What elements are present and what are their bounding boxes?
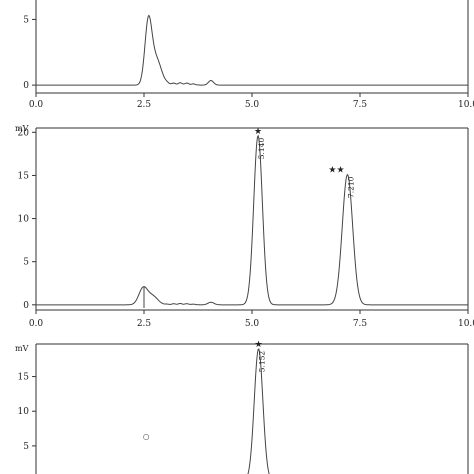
peak-retention-label: 5.140 (257, 138, 266, 160)
x-tick-label: 5.0 (245, 100, 260, 110)
x-tick-label: 2.5 (137, 319, 152, 329)
x-tick-label: 10.0 (458, 100, 474, 110)
y-tick-label: 20 (18, 128, 30, 138)
y-tick-label: 5 (23, 442, 29, 452)
peak-retention-label: 7.210 (346, 176, 355, 198)
y-tick-label: 15 (18, 171, 30, 181)
y-axis-unit-label: mV (15, 344, 29, 353)
x-tick-label: 0.0 (29, 319, 44, 329)
x-tick-label: 7.5 (353, 319, 368, 329)
chart-panel-2: 0 5 10 15 20 0.0 2.5 5.0 7.5 10.0 mV ★5.140 ★★7.210 (15, 124, 474, 329)
y-tick-label: 5 (23, 15, 29, 25)
y-tick-label: 10 (18, 215, 30, 225)
y-tick-label: 0 (23, 301, 29, 311)
y-tick-label: 10 (18, 407, 30, 417)
y-tick-label: 15 (18, 373, 30, 383)
peak-marker: ★ (254, 127, 262, 137)
peak-marker: ★★ (328, 166, 344, 176)
peak-retention-label: 5.152 (258, 351, 267, 373)
y-tick-label: 0 (23, 81, 29, 91)
chromatogram-trace-1 (36, 134, 468, 306)
x-tick-label: 7.5 (353, 100, 368, 110)
x-tick-label: 10.0 (458, 319, 474, 329)
x-tick-label: 2.5 (137, 100, 152, 110)
y-axis-unit-label: mV (15, 124, 29, 133)
chart-panel-1: 0 5 0.0 2.5 5.0 7.5 10.0 (23, 0, 474, 110)
peak-marker: ★ (255, 340, 263, 350)
chromatogram-trace-1 (247, 348, 270, 474)
x-tick-label: 5.0 (245, 319, 260, 329)
peak-annotation: ○ (143, 432, 150, 441)
chart-panel-3: 5 10 15 mV ★5.152 ○ (15, 340, 469, 474)
y-tick-label: 5 (23, 258, 29, 268)
x-tick-label: 0.0 (29, 100, 44, 110)
chromatogram-trace-1 (36, 14, 468, 86)
